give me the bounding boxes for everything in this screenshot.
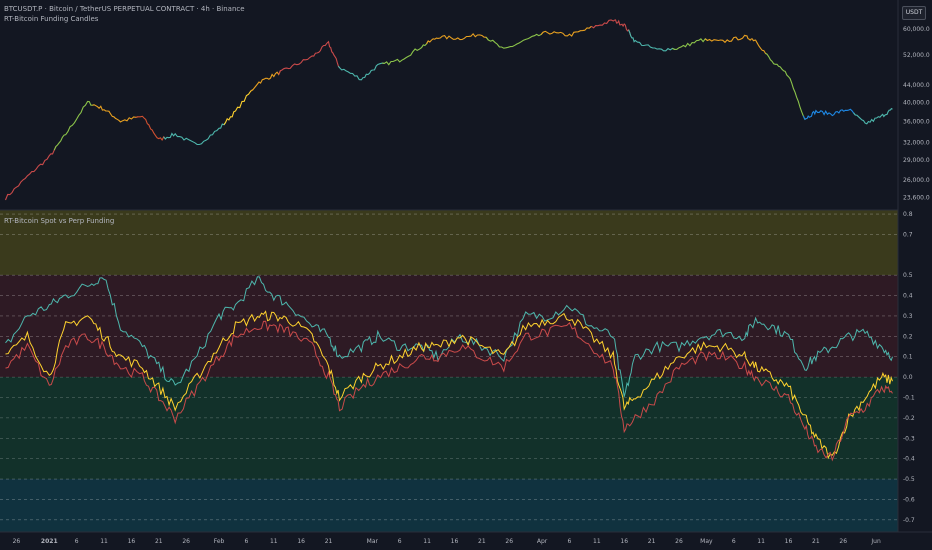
price-axis[interactable]: 60,000.0 52,000.0 44,000.0 40,000.0 36,000.0… xyxy=(903,26,930,201)
currency-button[interactable]: USDT xyxy=(902,6,926,20)
price-segment[interactable] xyxy=(704,34,768,55)
price-tick-label: 36,000.0 xyxy=(903,118,930,125)
price-segment[interactable] xyxy=(802,108,856,121)
oscillator-tick-label: 0.0 xyxy=(903,374,913,381)
price-tick-label: 44,000.0 xyxy=(903,82,930,89)
time-tick-label: 11 xyxy=(100,538,108,545)
oscillator-zone xyxy=(0,275,898,378)
time-tick-label: 26 xyxy=(505,538,513,545)
symbol-header[interactable]: BTCUSDT.P · Bitcoin / TetherUS PERPETUAL… xyxy=(4,5,245,13)
oscillator-zones xyxy=(0,210,898,532)
funding-series-line[interactable] xyxy=(5,320,893,462)
price-segment[interactable] xyxy=(628,29,675,52)
time-tick-label: May xyxy=(700,538,713,545)
price-segment[interactable] xyxy=(485,31,544,49)
price-segment[interactable] xyxy=(337,62,385,81)
price-tick-label: 60,000.0 xyxy=(903,26,930,33)
oscillator-zone xyxy=(0,210,898,276)
oscillator-tick-label: -0.6 xyxy=(903,496,915,503)
oscillator-tick-label: -0.4 xyxy=(903,456,915,463)
price-segment[interactable] xyxy=(765,52,807,121)
price-segment[interactable] xyxy=(426,32,489,45)
price-segment[interactable] xyxy=(591,19,632,37)
oscillator-zone xyxy=(0,377,898,480)
time-tick-label: 21 xyxy=(325,538,333,545)
funding-series-line[interactable] xyxy=(5,310,893,460)
oscillator-tick-label: 0.8 xyxy=(903,211,913,218)
price-segment[interactable] xyxy=(278,40,340,75)
oscillator-tick-label: 0.4 xyxy=(903,293,913,300)
time-tick-label: Mar xyxy=(367,538,379,545)
price-segment[interactable] xyxy=(540,25,592,37)
time-tick-label: 26 xyxy=(13,538,21,545)
price-segment[interactable] xyxy=(672,38,708,50)
time-tick-label: 6 xyxy=(568,538,572,545)
oscillator-tick-label: -0.5 xyxy=(903,476,915,483)
time-tick-label: 11 xyxy=(270,538,278,545)
time-tick-label: 6 xyxy=(398,538,402,545)
price-tick-label: 32,000.0 xyxy=(903,140,930,147)
funding-series-line[interactable] xyxy=(5,276,893,397)
time-tick-label: 26 xyxy=(839,538,847,545)
time-tick-label: 6 xyxy=(732,538,736,545)
time-tick-label: 21 xyxy=(478,538,486,545)
time-tick-label: 11 xyxy=(593,538,601,545)
time-tick-label: 21 xyxy=(812,538,820,545)
price-segment[interactable] xyxy=(382,40,429,66)
price-segment[interactable] xyxy=(223,89,254,126)
time-tick-label: 26 xyxy=(675,538,683,545)
time-tick-label: 16 xyxy=(620,538,628,545)
price-tick-label: 40,000.0 xyxy=(903,99,930,106)
time-tick-label: 16 xyxy=(297,538,305,545)
time-axis[interactable]: 26 2021 6 11 16 21 26 Feb 6 11 16 21 Mar 6 11 16 21 26 Apr… xyxy=(13,538,881,545)
oscillator-tick-label: -0.1 xyxy=(903,394,915,401)
oscillator-axis[interactable]: 0.8 0.7 0.5 0.4 0.3 0.2 0.1 0.0 -0.1 -0.2 -0.3 -0.4… xyxy=(903,211,915,524)
time-tick-label: 16 xyxy=(451,538,459,545)
price-segment[interactable] xyxy=(250,70,281,92)
price-segment[interactable] xyxy=(853,107,893,125)
oscillator-tick-label: 0.3 xyxy=(903,313,913,320)
time-tick-label: 11 xyxy=(423,538,431,545)
price-segment[interactable] xyxy=(4,146,57,201)
oscillator-tick-label: -0.2 xyxy=(903,415,915,422)
time-tick-label: Feb xyxy=(214,538,225,545)
price-tick-label: 26,000.0 xyxy=(903,177,930,184)
price-indicator-label[interactable]: RT-Bitcoin Funding Candles xyxy=(4,15,99,23)
time-tick-label: Jun xyxy=(870,538,881,545)
price-tick-label: 23,600.0 xyxy=(903,194,930,201)
oscillator-tick-label: -0.7 xyxy=(903,517,915,524)
time-tick-label: 16 xyxy=(785,538,793,545)
time-tick-label: 21 xyxy=(648,538,656,545)
oscillator-zone xyxy=(0,479,898,532)
time-tick-label: 11 xyxy=(757,538,765,545)
time-tick-label: 21 xyxy=(155,538,163,545)
oscillator-indicator-label[interactable]: RT-Bitcoin Spot vs Perp Funding xyxy=(4,217,115,225)
oscillator-tick-label: 0.7 xyxy=(903,231,913,238)
price-segment[interactable] xyxy=(135,115,166,142)
price-segment[interactable] xyxy=(92,104,139,123)
time-tick-label: 26 xyxy=(182,538,190,545)
price-tick-label: 29,000.0 xyxy=(903,157,930,164)
time-tick-label: 16 xyxy=(128,538,136,545)
time-tick-label: 2021 xyxy=(41,538,58,545)
time-tick-label: 6 xyxy=(75,538,79,545)
oscillator-tick-label: 0.5 xyxy=(903,272,913,279)
price-segment[interactable] xyxy=(163,122,227,146)
time-tick-label: Apr xyxy=(537,538,548,545)
oscillator-tick-label: -0.3 xyxy=(903,435,915,442)
oscillator-series[interactable] xyxy=(5,276,893,462)
oscillator-tick-label: 0.2 xyxy=(903,333,913,340)
price-series[interactable] xyxy=(4,19,893,201)
price-tick-label: 52,000.0 xyxy=(903,52,930,59)
oscillator-tick-label: 0.1 xyxy=(903,354,913,361)
price-segment[interactable] xyxy=(53,100,95,151)
time-tick-label: 6 xyxy=(244,538,248,545)
